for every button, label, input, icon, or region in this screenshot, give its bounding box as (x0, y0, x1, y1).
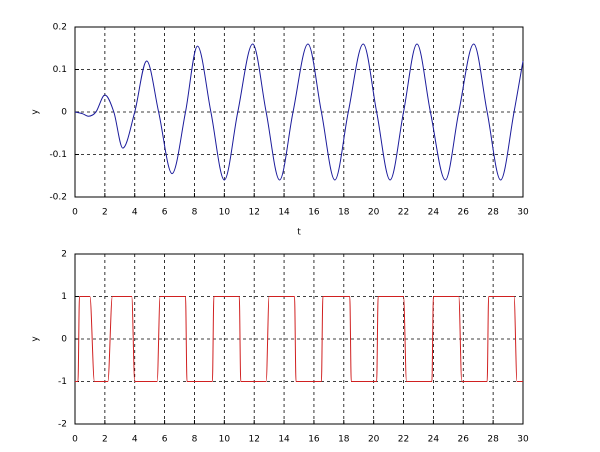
x-tick-label: 14 (278, 208, 290, 218)
x-axis-label: t (297, 228, 301, 238)
x-tick-label: 6 (162, 435, 168, 445)
x-tick-label: 24 (428, 208, 440, 218)
x-tick-label: 20 (368, 208, 380, 218)
data-line (74, 43, 524, 181)
x-tick-label: 4 (132, 435, 138, 445)
x-tick-label: 10 (219, 208, 231, 218)
x-tick-label: 22 (398, 435, 409, 445)
y-axis-label: y (31, 109, 41, 115)
x-tick-label: 26 (458, 208, 470, 218)
x-tick-label: 2 (102, 208, 108, 218)
y-tick-label: 2 (61, 250, 67, 260)
x-tick-label: 20 (368, 435, 380, 445)
x-tick-label: 28 (487, 435, 499, 445)
x-tick-label: 26 (458, 435, 470, 445)
y-tick-label: -1 (58, 377, 67, 387)
y-tick-label: 0 (61, 108, 67, 118)
y-tick-label: -2 (58, 420, 67, 430)
x-tick-label: 12 (248, 208, 259, 218)
x-tick-label: 10 (219, 435, 231, 445)
x-tick-label: 8 (192, 435, 198, 445)
x-tick-label: 16 (308, 208, 320, 218)
y-tick-label: 0.2 (53, 23, 67, 33)
x-tick-label: 18 (338, 435, 350, 445)
x-tick-label: 4 (132, 208, 138, 218)
y-tick-label: -0.1 (49, 150, 67, 160)
y-tick-label: 1 (61, 292, 67, 302)
x-tick-label: 30 (517, 208, 529, 218)
x-tick-label: 6 (162, 208, 168, 218)
x-tick-label: 2 (102, 435, 108, 445)
y-tick-label: -0.2 (49, 193, 67, 203)
x-tick-label: 18 (338, 208, 350, 218)
x-tick-label: 8 (192, 208, 198, 218)
y-tick-label: 0 (61, 335, 67, 345)
y-tick-label: 0.1 (53, 65, 67, 75)
x-tick-label: 16 (308, 435, 320, 445)
plot-frame (74, 253, 524, 425)
x-tick-label: 28 (487, 208, 499, 218)
x-tick-label: 22 (398, 208, 409, 218)
y-axis-label: y (31, 336, 41, 342)
data-line (75, 296, 523, 382)
x-tick-label: 14 (278, 435, 290, 445)
x-tick-label: 30 (517, 435, 529, 445)
x-tick-label: 12 (248, 435, 259, 445)
x-tick-label: 0 (72, 435, 78, 445)
x-tick-label: 0 (72, 208, 78, 218)
x-tick-label: 24 (428, 435, 440, 445)
